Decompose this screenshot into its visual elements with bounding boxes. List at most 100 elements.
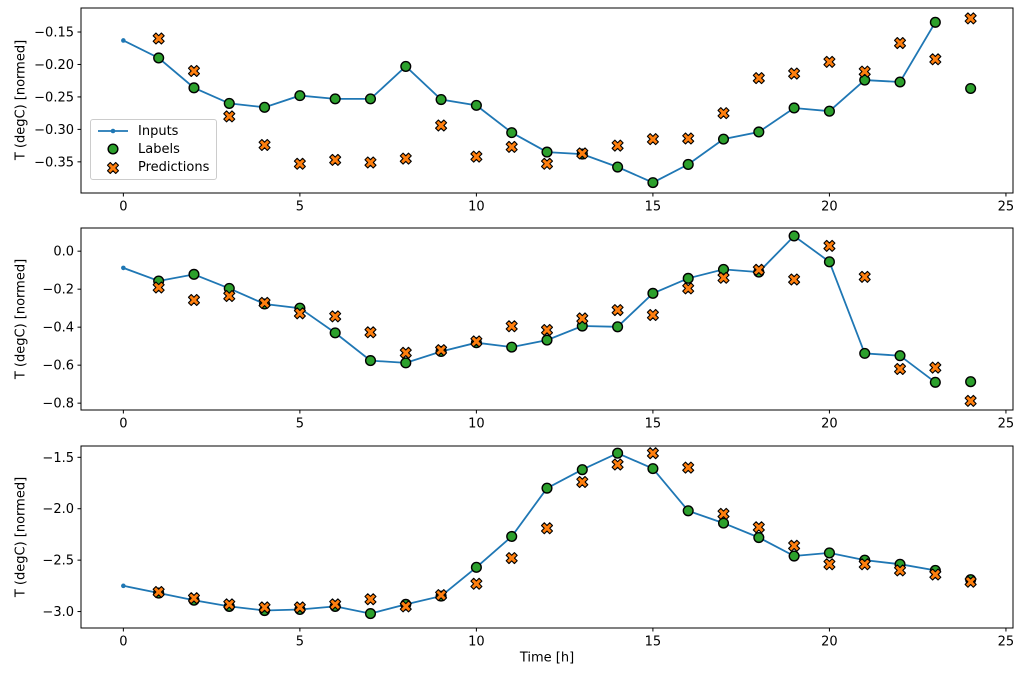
prediction-x-marker [540, 323, 554, 337]
prediction-x-marker [576, 147, 589, 160]
prediction-x-marker [682, 132, 695, 145]
x-tick-label: 15 [645, 635, 662, 650]
prediction-x-marker [258, 138, 271, 152]
x-tick-label: 5 [296, 417, 304, 432]
label-circle-marker [329, 327, 341, 339]
label-circle-marker [470, 99, 482, 111]
prediction-x-marker [505, 320, 518, 333]
label-circle-marker [400, 60, 412, 72]
prediction-x-marker [223, 110, 236, 123]
label-circle-marker [929, 16, 941, 28]
label-circle-marker [541, 482, 553, 494]
y-axis-label-subplot-2: T (degC) [normed] [13, 258, 29, 380]
label-circle-marker [576, 464, 588, 476]
label-circle-marker [753, 531, 765, 544]
inputs-series [121, 233, 938, 385]
label-circle-marker [506, 127, 518, 139]
label-circle-marker [894, 350, 906, 362]
label-circle-marker [682, 272, 694, 284]
label-circle-marker [929, 376, 941, 388]
label-circle-marker [823, 547, 835, 559]
label-circle-marker [612, 321, 624, 333]
x-tick-label: 15 [645, 200, 662, 215]
label-circle-marker [788, 550, 800, 562]
prediction-x-marker [893, 564, 907, 577]
y-tick-label: −0.6 [42, 359, 74, 374]
x-tick-label: 25 [998, 417, 1015, 432]
label-circle-marker [965, 82, 977, 95]
label-circle-marker [717, 517, 730, 529]
label-circle-marker [541, 146, 553, 158]
label-circle-marker [506, 530, 518, 543]
prediction-x-marker [823, 558, 836, 571]
prediction-x-marker [364, 593, 377, 606]
x-tick-label: 0 [119, 635, 127, 650]
prediction-x-marker [788, 67, 801, 80]
prediction-x-marker [293, 601, 306, 614]
prediction-x-marker [223, 289, 236, 303]
prediction-x-marker [435, 119, 448, 132]
label-circle-marker [859, 74, 871, 86]
prediction-x-marker [293, 307, 306, 320]
subplot-3: 0 5 10 15 20 25 −1.5 −2.0 −2.5 −3.0 [42, 445, 1014, 650]
prediction-x-marker [364, 156, 377, 169]
label-circle-marker [188, 82, 200, 94]
x-tick-label: 0 [119, 417, 127, 432]
x-tick-label: 0 [119, 200, 127, 215]
label-circle-marker [612, 447, 624, 459]
x-tick-label: 10 [468, 417, 485, 432]
label-circle-marker [859, 347, 871, 359]
label-circle-marker [894, 76, 906, 88]
subplot-1: 0 5 10 15 20 25 −0.15 −0.20 −0.25 −0.30 −0.35 [34, 7, 1014, 215]
label-circle-marker [506, 341, 518, 353]
y-axis-label-subplot-1: T (degC) [normed] [13, 39, 29, 161]
label-circle-marker [682, 505, 694, 517]
prediction-x-marker [329, 310, 342, 323]
prediction-x-marker [893, 362, 907, 376]
prediction-x-marker [823, 239, 836, 252]
input-dot-marker [121, 38, 126, 43]
predictions-series [152, 12, 977, 170]
prediction-x-marker [964, 575, 977, 588]
inputs-line [123, 234, 936, 384]
prediction-x-marker [576, 475, 589, 489]
y-tick-label: −3.0 [42, 605, 74, 620]
prediction-x-marker [823, 55, 836, 68]
prediction-x-marker [717, 271, 730, 284]
legend-label-inputs: Inputs [138, 123, 179, 139]
legend-item-inputs: Inputs [95, 122, 216, 140]
label-circle-marker [294, 90, 306, 102]
legend: Inputs Labels Predictions [90, 119, 217, 180]
prediction-x-marker [893, 37, 907, 50]
label-circle-marker [612, 161, 624, 173]
prediction-x-marker [611, 458, 624, 471]
x-tick-label: 5 [296, 200, 304, 215]
label-circle-marker [400, 357, 412, 369]
input-dot-marker [121, 583, 126, 589]
label-circle-marker [788, 230, 800, 242]
prediction-x-marker [505, 552, 518, 565]
prediction-x-marker [788, 539, 801, 552]
prediction-x-marker [293, 157, 306, 170]
prediction-x-marker [329, 153, 342, 166]
input-dot-marker [121, 265, 126, 271]
prediction-x-marker [364, 326, 377, 339]
legend-item-labels: Labels [95, 140, 216, 158]
prediction-x-marker [929, 361, 942, 374]
axes-frame [80, 7, 1014, 194]
prediction-x-marker [152, 585, 165, 599]
prediction-x-marker [858, 270, 871, 283]
y-tick-label: −0.2 [42, 283, 74, 298]
inputs-series [121, 450, 938, 616]
prediction-x-marker [752, 72, 765, 85]
label-circle-marker [647, 177, 659, 189]
prediction-x-marker [646, 447, 659, 460]
prediction-x-marker [435, 589, 448, 602]
y-tick-label: −0.15 [34, 26, 74, 41]
legend-item-predictions: Predictions [95, 159, 216, 177]
legend-label-predictions: Predictions [138, 160, 210, 176]
label-circle-marker [647, 287, 659, 299]
prediction-x-marker [752, 521, 765, 534]
axes-frame [80, 227, 1014, 411]
x-tick-label: 5 [296, 635, 304, 650]
